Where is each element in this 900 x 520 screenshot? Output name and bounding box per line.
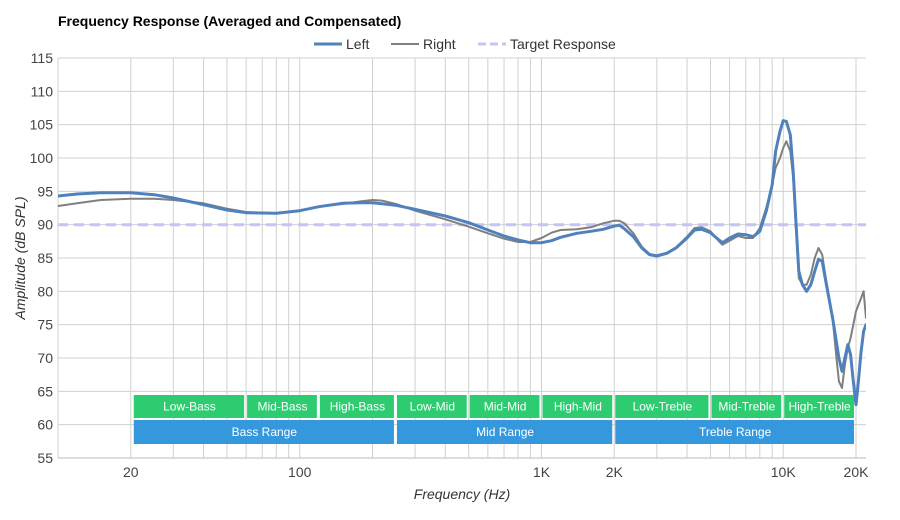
grid-layer xyxy=(57,57,866,459)
y-tick-label: 75 xyxy=(37,317,53,333)
band-rect xyxy=(615,395,709,418)
series-line-right xyxy=(58,140,866,389)
band-label: High-Bass xyxy=(330,400,385,414)
band-label: Mid-Mid xyxy=(484,400,527,414)
band-label: Treble Range xyxy=(699,425,772,439)
x-tick-label: 20 xyxy=(123,464,139,480)
x-tick-label: 20K xyxy=(844,464,870,480)
y-tick-label: 95 xyxy=(37,183,53,199)
range-bands: Low-Bass Mid-Bass High-Bass Low-Mid Mid-Mid H… xyxy=(133,395,854,444)
legend[interactable]: Left Right Target Response xyxy=(314,36,616,52)
band-label: Mid Range xyxy=(476,425,534,439)
x-tick-label: 1K xyxy=(533,464,551,480)
y-tick-label: 110 xyxy=(31,83,54,99)
y-axis-label: Amplitude (dB SPL) xyxy=(12,197,28,321)
tick-layer: 55 60 65 70 75 80 85 90 95 100 105 110 115 20 100 1K 2K 1… xyxy=(30,50,869,480)
x-tick-label: 2K xyxy=(606,464,624,480)
y-tick-label: 80 xyxy=(37,283,53,299)
band-rect xyxy=(396,395,467,418)
legend-label-right[interactable]: Right xyxy=(423,36,456,52)
band-label: Low-Bass xyxy=(163,400,216,414)
x-axis-label: Frequency (Hz) xyxy=(414,486,510,502)
band-label: High-Treble xyxy=(788,400,851,414)
band-rect xyxy=(133,395,245,418)
y-tick-label: 90 xyxy=(37,217,53,233)
band-label: Mid-Bass xyxy=(257,400,307,414)
band-rect xyxy=(542,395,613,418)
legend-label-left[interactable]: Left xyxy=(346,36,369,52)
band-rect xyxy=(469,395,540,418)
band-rect xyxy=(615,420,854,444)
band-rect xyxy=(133,420,394,444)
x-tick-label: 100 xyxy=(288,464,312,480)
y-tick-label: 115 xyxy=(31,50,54,66)
y-tick-label: 65 xyxy=(37,383,53,399)
legend-label-target[interactable]: Target Response xyxy=(510,36,616,52)
band-label: High-Mid xyxy=(554,400,602,414)
y-tick-label: 70 xyxy=(37,350,53,366)
band-rect xyxy=(396,420,613,444)
x-tick-label: 10K xyxy=(771,464,797,480)
chart-title: Frequency Response (Averaged and Compens… xyxy=(58,13,402,29)
y-tick-label: 105 xyxy=(30,117,54,133)
band-label: Mid-Treble xyxy=(718,400,775,414)
series-line-left xyxy=(58,119,866,407)
band-label: Low-Mid xyxy=(410,400,455,414)
band-rect xyxy=(711,395,782,418)
series-layer xyxy=(58,119,866,407)
band-rect xyxy=(319,395,394,418)
y-tick-label: 55 xyxy=(37,450,53,466)
band-label: Low-Treble xyxy=(633,400,693,414)
band-rect xyxy=(247,395,317,418)
y-tick-label: 100 xyxy=(30,150,54,166)
y-tick-label: 60 xyxy=(37,417,53,433)
band-label: Bass Range xyxy=(232,425,298,439)
band-rect xyxy=(784,395,854,418)
y-tick-label: 85 xyxy=(37,250,53,266)
